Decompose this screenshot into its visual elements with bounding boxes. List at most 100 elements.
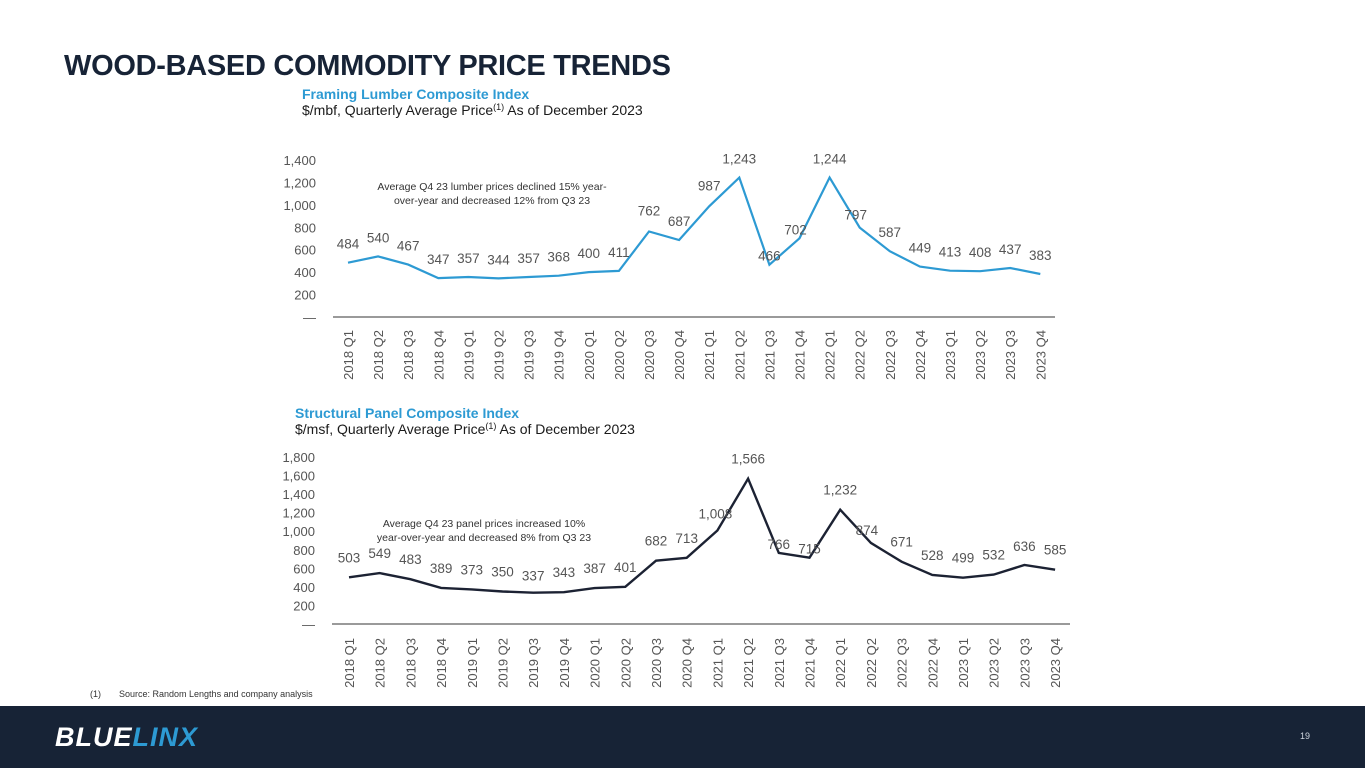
x-tick-label: 2021 Q2	[741, 638, 756, 688]
x-tick-label: 2019 Q3	[522, 330, 537, 380]
data-label: 408	[969, 245, 992, 260]
footnote-marker: (1)	[90, 689, 101, 699]
x-tick-label: 2023 Q4	[1048, 638, 1063, 688]
data-label: 715	[798, 542, 821, 557]
panel-price-chart: — 200 400 600 800 1,000 1,200 1,400 1,600 1,800 20…	[282, 450, 1070, 688]
data-label: 549	[368, 546, 391, 561]
y-tick-label: 200	[294, 288, 316, 303]
data-label: 671	[890, 535, 913, 550]
data-label: 687	[668, 214, 691, 229]
panel-chart-header: Structural Panel Composite Index $/msf, …	[295, 405, 635, 437]
logo-part-linx: LINX	[132, 722, 199, 752]
data-label: 484	[337, 237, 360, 252]
data-label: 499	[952, 551, 975, 566]
x-tick-label: 2020 Q2	[618, 638, 633, 688]
x-tick-label: 2023 Q3	[1003, 330, 1018, 380]
x-tick-label: 2020 Q3	[642, 330, 657, 380]
data-label: 503	[338, 550, 361, 565]
x-tick-label: 2018 Q3	[401, 330, 416, 380]
x-tick-label: 2020 Q1	[588, 638, 603, 688]
data-label: 400	[578, 246, 601, 261]
data-label: 1,244	[813, 151, 847, 166]
x-tick-label: 2022 Q2	[864, 638, 879, 688]
chart-annotation: over-year and decreased 12% from Q3 23	[394, 195, 590, 207]
data-label: 540	[367, 230, 390, 245]
x-tick-label: 2020 Q4	[672, 330, 687, 380]
lumber-chart-subtitle: $/mbf, Quarterly Average Price(1) As of …	[302, 102, 643, 118]
data-label: 1,008	[699, 506, 733, 521]
x-tick-label: 2018 Q1	[342, 638, 357, 688]
x-tick-label: 2021 Q3	[772, 638, 787, 688]
series-line	[348, 476, 1056, 594]
lumber-chart-title: Framing Lumber Composite Index	[302, 86, 530, 102]
x-tick-label: 2021 Q2	[732, 330, 747, 380]
panel-subtitle-text: $/msf, Quarterly Average Price	[295, 421, 486, 437]
x-tick-label: 2018 Q3	[403, 638, 418, 688]
source-footnote: (1) Source: Random Lengths and company an…	[90, 689, 313, 699]
y-tick-label: 1,600	[282, 469, 315, 484]
data-label: 389	[430, 561, 453, 576]
data-label: 483	[399, 552, 422, 567]
x-tick-label: 2019 Q1	[461, 330, 476, 380]
data-label: 344	[487, 252, 510, 267]
footnote-text: Source: Random Lengths and company analy…	[119, 689, 313, 699]
data-label: 357	[517, 251, 540, 266]
data-label: 373	[461, 562, 484, 577]
lumber-footnote-ref: (1)	[493, 102, 505, 112]
x-tick-label: 2021 Q4	[803, 638, 818, 688]
y-tick-label: 1,000	[283, 198, 316, 213]
y-tick-label: —	[303, 310, 316, 325]
x-tick-label: 2023 Q1	[956, 638, 971, 688]
x-tick-label: 2018 Q2	[371, 330, 386, 380]
data-label: 797	[844, 208, 867, 223]
y-tick-label: 1,200	[283, 175, 316, 190]
data-label: 357	[457, 251, 480, 266]
x-tick-label: 2018 Q1	[341, 330, 356, 380]
data-label: 1,232	[823, 483, 857, 498]
panel-chart-subtitle: $/msf, Quarterly Average Price(1) As of …	[295, 421, 635, 437]
x-tick-label: 2022 Q3	[895, 638, 910, 688]
x-tick-label: 2020 Q4	[680, 638, 695, 688]
chart-annotation: Average Q4 23 lumber prices declined 15%…	[377, 181, 607, 193]
lumber-subtitle-date: As of December 2023	[504, 102, 643, 118]
data-label: 682	[645, 534, 668, 549]
x-tick-label: 2022 Q2	[853, 330, 868, 380]
data-label: 713	[675, 531, 698, 546]
data-label: 636	[1013, 539, 1036, 554]
footer-bar: BLUELINX 19	[0, 706, 1365, 768]
data-label: 762	[638, 204, 661, 219]
y-tick-label: 1,400	[282, 487, 315, 502]
y-tick-label: 200	[293, 598, 315, 613]
x-tick-label: 2019 Q2	[496, 638, 511, 688]
data-label: 766	[768, 537, 791, 552]
y-tick-label: 1,400	[283, 153, 316, 168]
data-label: 532	[982, 548, 1005, 563]
data-label: 411	[608, 245, 630, 260]
x-tick-label: 2019 Q4	[557, 638, 572, 688]
data-label: 337	[522, 569, 545, 584]
data-label: 449	[909, 241, 932, 256]
y-tick-label: 400	[293, 580, 315, 595]
data-label: 401	[614, 560, 637, 575]
lumber-subtitle-text: $/mbf, Quarterly Average Price	[302, 102, 494, 118]
y-tick-label: 800	[294, 220, 316, 235]
y-tick-label: 600	[293, 561, 315, 576]
data-label: 383	[1029, 248, 1052, 263]
data-label: 1,566	[731, 452, 765, 467]
y-tick-label: 1,000	[282, 524, 315, 539]
data-label: 587	[879, 225, 902, 240]
x-tick-label: 2021 Q1	[702, 330, 717, 380]
data-label: 466	[758, 249, 781, 264]
x-tick-label: 2023 Q1	[943, 330, 958, 380]
x-tick-label: 2022 Q4	[913, 330, 928, 380]
x-tick-label: 2023 Q4	[1033, 330, 1048, 380]
data-label: 368	[547, 250, 570, 265]
y-tick-label: 600	[294, 243, 316, 258]
bluelinx-logo: BLUELINX	[55, 722, 198, 753]
data-label: 528	[921, 548, 944, 563]
data-label: 347	[427, 252, 450, 267]
data-label: 467	[397, 239, 420, 254]
data-label: 413	[939, 245, 962, 260]
x-tick-label: 2019 Q2	[492, 330, 507, 380]
x-tick-label: 2019 Q4	[552, 330, 567, 380]
